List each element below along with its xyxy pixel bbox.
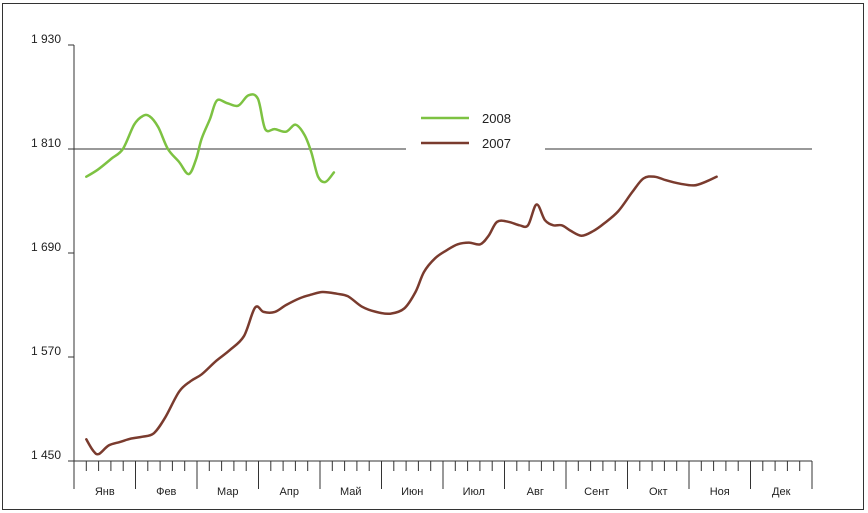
y-tick-label: 1 930 xyxy=(31,32,61,46)
chart-frame xyxy=(2,3,864,510)
x-axis: Янв Фев Мар Апр Май Июн Июл Авг Сент Окт Ноя Дек xyxy=(73,460,813,498)
month-label: Июн xyxy=(401,486,423,498)
y-tick-label: 1 810 xyxy=(31,136,61,150)
month-label: Май xyxy=(340,486,362,498)
month-label: Авг xyxy=(527,486,544,498)
month-label: Мар xyxy=(217,486,239,498)
month-label: Янв xyxy=(95,486,115,498)
legend-label-2007: 2007 xyxy=(482,136,511,151)
month-label: Апр xyxy=(280,486,299,498)
legend-label-2008: 2008 xyxy=(482,111,511,126)
y-tick-label: 1 690 xyxy=(31,240,61,254)
month-label: Ноя xyxy=(710,486,730,498)
series-line-2008 xyxy=(85,93,336,184)
y-axis: 1 450 1 570 1 690 1 810 1 930 xyxy=(31,32,75,462)
month-label: Сент xyxy=(584,486,609,498)
series-group xyxy=(85,93,718,456)
series-line-2007 xyxy=(85,175,718,456)
month-label: Июл xyxy=(463,486,485,498)
month-label: Окт xyxy=(649,486,668,498)
legend-box xyxy=(408,104,543,172)
legend: 2008 2007 xyxy=(408,104,543,172)
month-label: Дек xyxy=(772,486,791,498)
y-tick-label: 1 570 xyxy=(31,344,61,358)
y-tick-label: 1 450 xyxy=(31,448,61,462)
month-label: Фев xyxy=(156,486,176,498)
